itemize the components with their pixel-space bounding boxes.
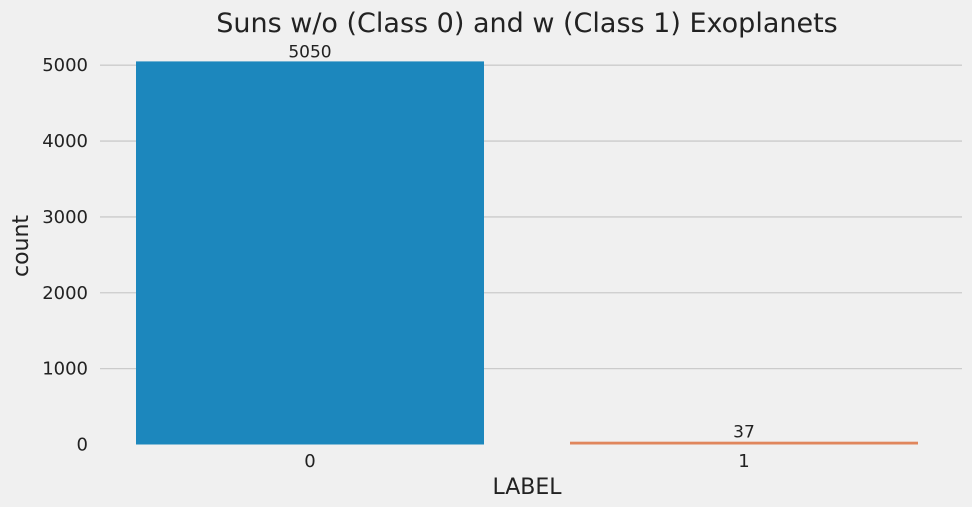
y-tick-label-5000: 5000 — [42, 55, 88, 76]
y-tick-label-4000: 4000 — [42, 131, 88, 152]
y-tick-label-3000: 3000 — [42, 207, 88, 228]
y-tick-labels: 0 1000 2000 3000 4000 5000 — [42, 55, 88, 455]
y-tick-label-1000: 1000 — [42, 359, 88, 380]
bar-1 — [570, 441, 918, 445]
chart-title: Suns w/o (Class 0) and w (Class 1) Exopl… — [216, 8, 838, 39]
x-axis-label: LABEL — [492, 475, 562, 500]
bars — [136, 61, 918, 445]
data-label-0: 5050 — [288, 42, 331, 62]
bar-0 — [136, 61, 484, 445]
data-labels: 5050 37 — [288, 42, 754, 442]
x-tick-label-0: 0 — [304, 451, 315, 472]
x-tick-label-1: 1 — [738, 451, 749, 472]
y-tick-label-2000: 2000 — [42, 283, 88, 304]
y-axis-label: count — [9, 215, 34, 277]
y-tick-label-0: 0 — [77, 435, 88, 456]
data-label-1: 37 — [733, 423, 755, 443]
